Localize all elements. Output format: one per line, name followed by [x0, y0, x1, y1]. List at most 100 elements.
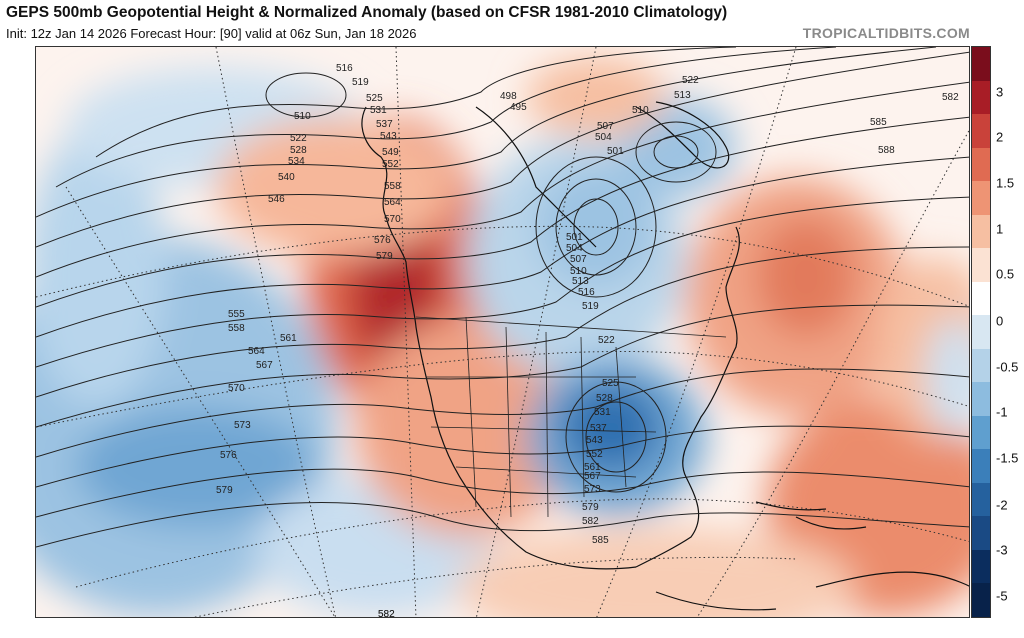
- contour-label: 525: [366, 93, 383, 104]
- colorbar-segment: [972, 47, 990, 82]
- colorbar-segment: [972, 583, 990, 618]
- contour-label: 555: [228, 309, 245, 320]
- contour-label: 546: [268, 194, 285, 205]
- colorbar-segment: [972, 415, 990, 450]
- contour-label: 528: [290, 145, 307, 156]
- contour-label: 510: [570, 266, 587, 277]
- contour-label: 588: [878, 145, 895, 156]
- contour-label: 585: [592, 535, 609, 546]
- contour-label: 501: [607, 146, 624, 157]
- contour-label: 507: [597, 121, 614, 132]
- colorbar-segment: [972, 248, 990, 283]
- contour-label: 513: [674, 90, 691, 101]
- contour-label: 516: [336, 63, 353, 74]
- contour-label: 528: [596, 393, 613, 404]
- colorbar-tick-label: -1.5: [996, 450, 1019, 466]
- height-contours: [36, 47, 969, 548]
- contour-label: 582: [582, 516, 599, 527]
- contour-label: 522: [682, 75, 699, 86]
- colorbar-tick-label: -3: [996, 542, 1008, 558]
- contour-label: 561: [584, 462, 601, 473]
- colorbar-segment: [972, 147, 990, 182]
- contour-label: 504: [595, 132, 612, 143]
- contour-label: 552: [382, 159, 399, 170]
- contour-labels: 516 519 525 531 537 543 549 552 558 564 …: [216, 63, 959, 618]
- colorbar-tick-label: 2: [996, 129, 1004, 145]
- colorbar-tick-label: 3: [996, 84, 1004, 100]
- contour-label: 567: [584, 471, 601, 482]
- contour-label: 510: [632, 105, 649, 116]
- colorbar-tick-label: -0.5: [996, 359, 1019, 375]
- contour-label: 582: [378, 609, 395, 618]
- colorbar-segment: [972, 516, 990, 551]
- contour-label: 564: [384, 197, 401, 208]
- contour-label: 579: [216, 485, 233, 496]
- colorbar-segment: [972, 449, 990, 484]
- colorbar-segment: [972, 214, 990, 249]
- colorbar-tick-label: 0.5: [996, 266, 1015, 282]
- anomaly-colorbar: [971, 46, 991, 618]
- contour-label: 543: [380, 131, 397, 142]
- contour-label: 537: [376, 119, 393, 130]
- colorbar-segment: [972, 348, 990, 383]
- chart-title: GEPS 500mb Geopotential Height & Normali…: [6, 4, 728, 21]
- colorbar-tick-label: -1: [996, 404, 1008, 420]
- map-panel: 516 519 525 531 537 543 549 552 558 564 …: [35, 46, 970, 618]
- contour-label: 513: [572, 276, 589, 287]
- contour-label: 558: [384, 181, 401, 192]
- contour-label: 570: [228, 383, 245, 394]
- contour-label: 522: [290, 133, 307, 144]
- colorbar-segment: [972, 482, 990, 517]
- contour-label: 525: [602, 378, 619, 389]
- contour-label: 507: [570, 254, 587, 265]
- coastlines: [361, 101, 969, 611]
- contour-label: 576: [374, 235, 391, 246]
- contour-label: 543: [586, 435, 603, 446]
- state-borders: [415, 316, 727, 518]
- colorbar-tick-label: -2: [996, 497, 1008, 513]
- contour-label: 501: [566, 232, 583, 243]
- forecast-info: Init: 12z Jan 14 2026 Forecast Hour: [90…: [6, 26, 417, 41]
- contour-label: 570: [384, 214, 401, 225]
- contour-label: 519: [352, 77, 369, 88]
- contour-label: 582: [378, 609, 395, 618]
- colorbar-tick-label: 1: [996, 221, 1004, 237]
- contour-label: 576: [220, 450, 237, 461]
- contour-label: 585: [870, 117, 887, 128]
- contour-label: 552: [586, 449, 603, 460]
- contour-label: 495: [510, 102, 527, 113]
- contour-label: 519: [582, 301, 599, 312]
- contour-label: 567: [256, 360, 273, 371]
- contour-label: 516: [578, 287, 595, 298]
- colorbar-tick-label: 1.5: [996, 175, 1015, 191]
- contour-label: 558: [228, 323, 245, 334]
- colorbar-segment: [972, 114, 990, 149]
- contour-label: 522: [598, 335, 615, 346]
- contour-label: 549: [382, 147, 399, 158]
- colorbar-segment: [972, 382, 990, 417]
- colorbar-tick-label: 0: [996, 313, 1004, 329]
- contour-label: 510: [294, 111, 311, 122]
- contour-label: 573: [584, 484, 601, 495]
- contour-label: 531: [594, 407, 611, 418]
- contour-label: 579: [376, 251, 393, 262]
- site-credit: TROPICALTIDBITS.COM: [802, 25, 970, 41]
- contour-label: 582: [942, 92, 959, 103]
- colorbar-segment: [972, 315, 990, 350]
- contour-label: 498: [500, 91, 517, 102]
- contour-label: 540: [278, 172, 295, 183]
- colorbar-segment: [972, 181, 990, 216]
- contour-label: 534: [288, 156, 305, 167]
- colorbar-tick-label: -5: [996, 588, 1008, 604]
- colorbar-segment: [972, 281, 990, 316]
- contour-label: 573: [234, 420, 251, 431]
- contour-label: 561: [280, 333, 297, 344]
- contour-label: 531: [370, 105, 387, 116]
- contour-label: 564: [248, 346, 265, 357]
- contour-label: 537: [590, 423, 607, 434]
- contour-label: 579: [582, 502, 599, 513]
- anomaly-map: 516 519 525 531 537 543 549 552 558 564 …: [36, 47, 969, 618]
- colorbar-segment: [972, 80, 990, 115]
- contour-label: 504: [566, 243, 583, 254]
- colorbar-segment: [972, 549, 990, 584]
